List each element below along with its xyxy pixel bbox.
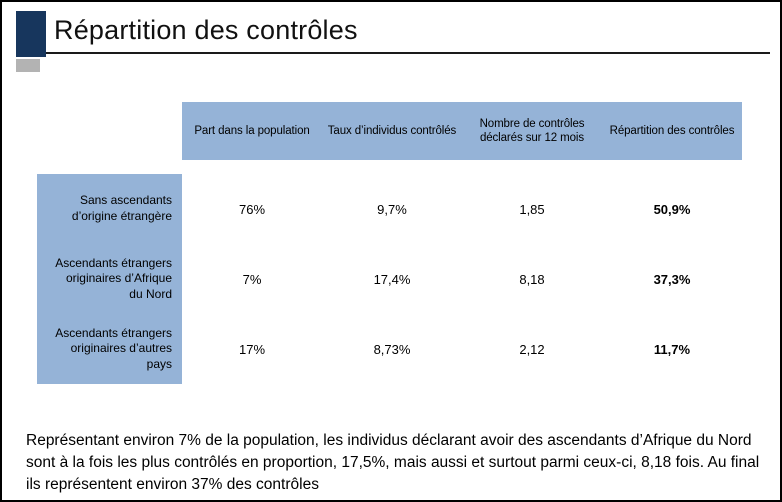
table-cell: 8,73% bbox=[322, 314, 462, 384]
header-body-gap bbox=[37, 160, 742, 174]
table-cell: 17% bbox=[182, 314, 322, 384]
row-label: Ascendants étrangers originaires d’autre… bbox=[37, 314, 182, 384]
table-cell: 2,12 bbox=[462, 314, 602, 384]
table-cell: 11,7% bbox=[602, 314, 742, 384]
gray-accent-square bbox=[16, 59, 40, 72]
table-cell: 50,9% bbox=[602, 174, 742, 244]
column-header-repartition: Répartition des contrôles bbox=[602, 102, 742, 160]
table-cell: 8,18 bbox=[462, 244, 602, 314]
table-cell: 76% bbox=[182, 174, 322, 244]
table-cell: 17,4% bbox=[322, 244, 462, 314]
row-label: Ascendants étrangers originaires d’Afriq… bbox=[37, 244, 182, 314]
column-header-taux: Taux d’individus contrôlés bbox=[322, 102, 462, 160]
column-header-nombre: Nombre de contrôles déclarés sur 12 mois bbox=[462, 102, 602, 160]
title-underline bbox=[46, 52, 770, 54]
table-cell: 7% bbox=[182, 244, 322, 314]
header-empty-cell bbox=[37, 102, 182, 160]
table-cell: 9,7% bbox=[322, 174, 462, 244]
table-cell: 1,85 bbox=[462, 174, 602, 244]
summary-text: Représentant environ 7% de la population… bbox=[26, 432, 760, 493]
page-title: Répartition des contrôles bbox=[54, 15, 358, 45]
controls-table: Part dans la population Taux d’individus… bbox=[37, 102, 742, 384]
title-accent-square bbox=[16, 11, 46, 57]
table-cell: 37,3% bbox=[602, 244, 742, 314]
column-header-population: Part dans la population bbox=[182, 102, 322, 160]
row-label: Sans ascendants d’origine étrangère bbox=[37, 174, 182, 244]
